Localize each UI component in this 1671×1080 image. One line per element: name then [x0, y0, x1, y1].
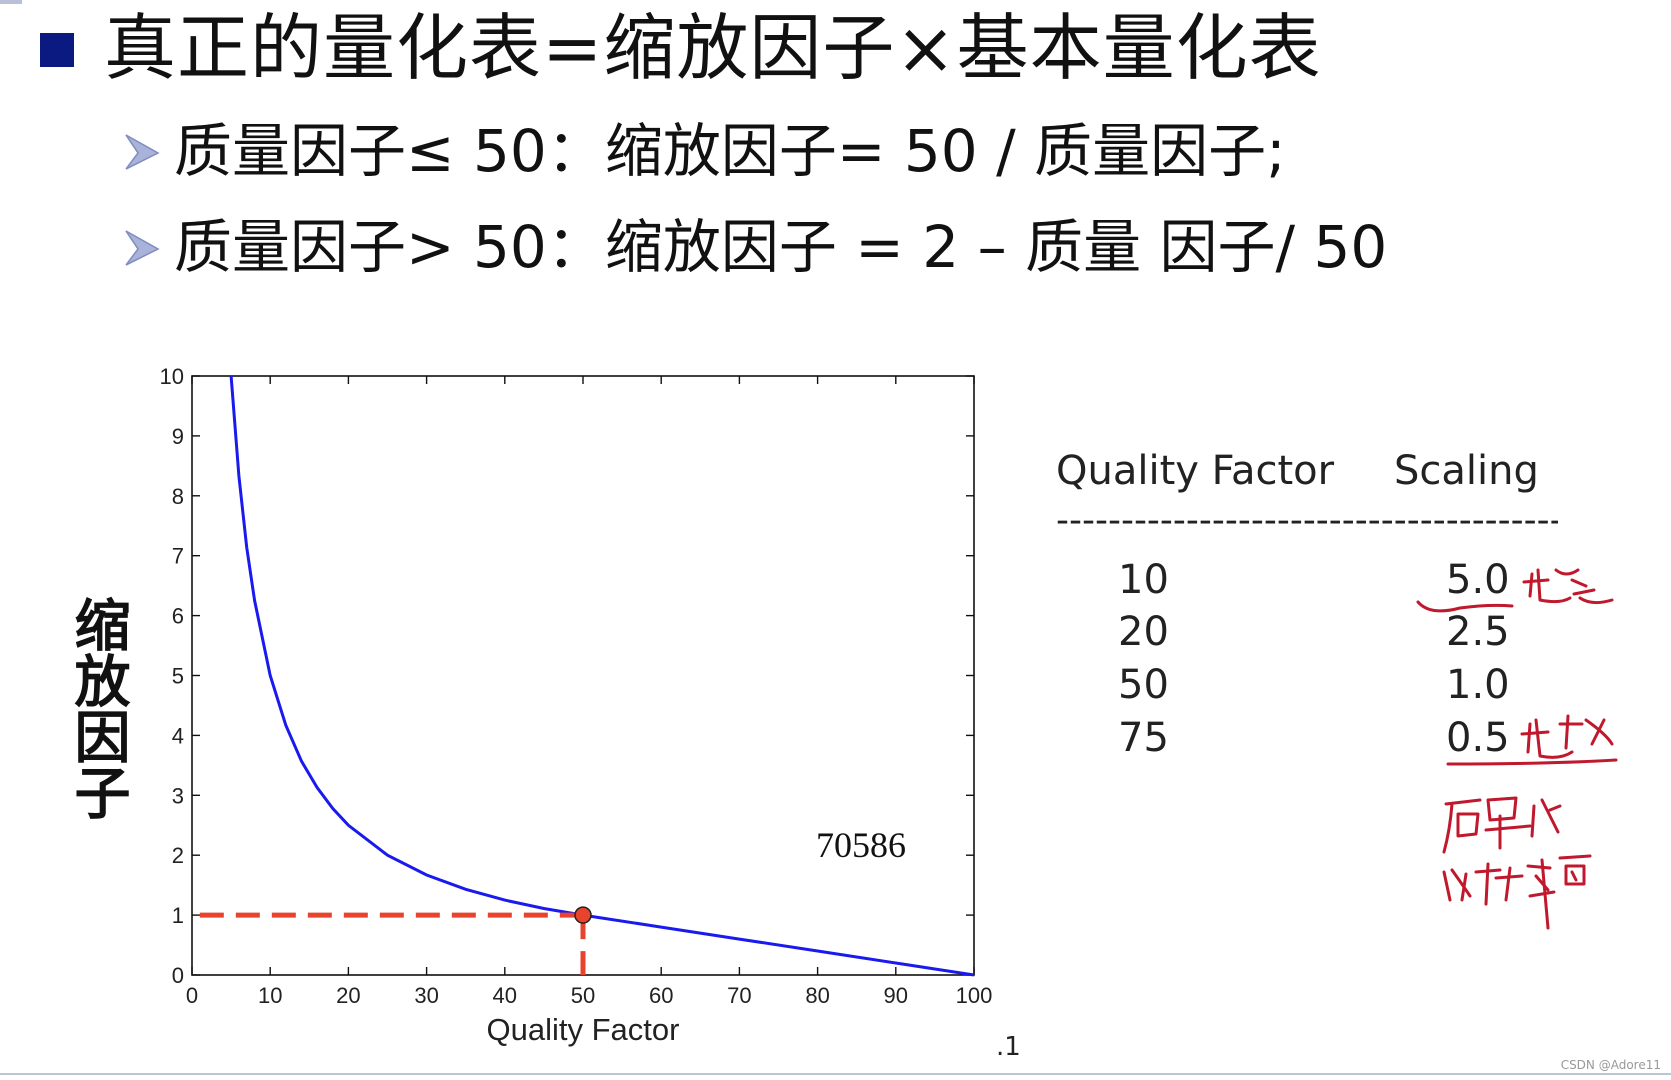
table-cell-scaling: 1.0 — [1446, 662, 1510, 708]
x-tick-label: 80 — [805, 983, 829, 1008]
handwriting-yuecha — [1522, 568, 1614, 605]
x-tick-label: 60 — [649, 983, 673, 1008]
y-tick-label: 1 — [172, 903, 184, 928]
y-axis-label: 缩放因子 — [65, 596, 130, 820]
x-tick-label: 10 — [258, 983, 282, 1008]
chart-annotation: 70586 — [816, 825, 906, 865]
highlight-point-marker — [574, 906, 592, 924]
y-tick-label: 10 — [160, 364, 184, 389]
bullet-point-2-text: 质量因子> 50：缩放因子 = 2 – 质量 因子/ 50 — [174, 213, 1388, 281]
y-tick-label: 2 — [172, 843, 184, 868]
y-tick-label: 7 — [172, 544, 184, 569]
x-tick-label: 50 — [571, 983, 595, 1008]
handwriting-bitelvgao — [1442, 854, 1592, 930]
chart-layer: 0 10 20 30 40 50 60 70 80 90 100 0 1 2 3 4 5 6 7 8 9 10 Qualit… — [160, 364, 993, 1047]
table-cell-quality: 10 — [1118, 557, 1169, 603]
handwriting-zhiliangdi — [1442, 796, 1562, 854]
x-tick-label: 70 — [727, 983, 751, 1008]
x-tick-label: 30 — [414, 983, 438, 1008]
square-bullet-icon — [40, 33, 74, 67]
y-tick-label: 0 — [172, 963, 184, 988]
x-axis-label: Quality Factor — [487, 1012, 680, 1047]
arrow-bullet-icon — [125, 134, 160, 170]
bullet-point-1: 质量因子≤ 50：缩放因子= 50 / 质量因子; — [124, 114, 1286, 188]
bullet-point-1-text: 质量因子≤ 50：缩放因子= 50 / 质量因子; — [174, 117, 1286, 185]
handwritten-underline-2 — [1446, 758, 1618, 766]
table-cell-quality: 75 — [1118, 715, 1169, 761]
y-tick-label: 5 — [172, 664, 184, 689]
table-cell-scaling: 5.0 — [1446, 557, 1510, 603]
slide-title-row: 真正的量化表=缩放因子×基本量化表 — [40, 6, 1322, 90]
slide-title: 真正的量化表=缩放因子×基本量化表 — [104, 6, 1322, 90]
page-mark: .1 — [996, 1032, 1021, 1062]
y-tick-label: 6 — [172, 604, 184, 629]
x-tick-label: 20 — [336, 983, 360, 1008]
table-header-quality: Quality Factor — [1056, 448, 1335, 494]
handwriting-layer — [1416, 568, 1618, 930]
arrow-bullet-icon — [125, 230, 160, 266]
y-tick-label: 8 — [172, 484, 184, 509]
corner-accent — [0, 0, 22, 4]
bullet-point-2: 质量因子> 50：缩放因子 = 2 – 质量 因子/ 50 — [124, 210, 1387, 284]
plot-frame — [191, 375, 975, 976]
x-tick-label: 100 — [956, 983, 993, 1008]
footer-divider — [0, 1073, 1671, 1075]
x-tick-label: 90 — [884, 983, 908, 1008]
table-header-scaling: Scaling — [1394, 448, 1539, 494]
table-cell-quality: 20 — [1118, 609, 1169, 655]
x-tick-label: 40 — [493, 983, 517, 1008]
table-cell-scaling: 0.5 — [1446, 715, 1510, 761]
y-tick-label: 3 — [172, 783, 184, 808]
x-tick-label: 0 — [186, 983, 198, 1008]
y-tick-label: 9 — [172, 424, 184, 449]
y-tick-label: 4 — [172, 723, 184, 748]
table-cell-quality: 50 — [1118, 662, 1169, 708]
table-cell-scaling: 2.5 — [1446, 609, 1510, 655]
table-separator: ----------------------------------------… — [1056, 500, 1558, 541]
handwritten-underline-1 — [1416, 600, 1514, 613]
watermark: CSDN @Adore11 — [1560, 1058, 1661, 1072]
handwriting-yuehao — [1520, 714, 1614, 759]
scaling-curve-line — [229, 375, 975, 977]
